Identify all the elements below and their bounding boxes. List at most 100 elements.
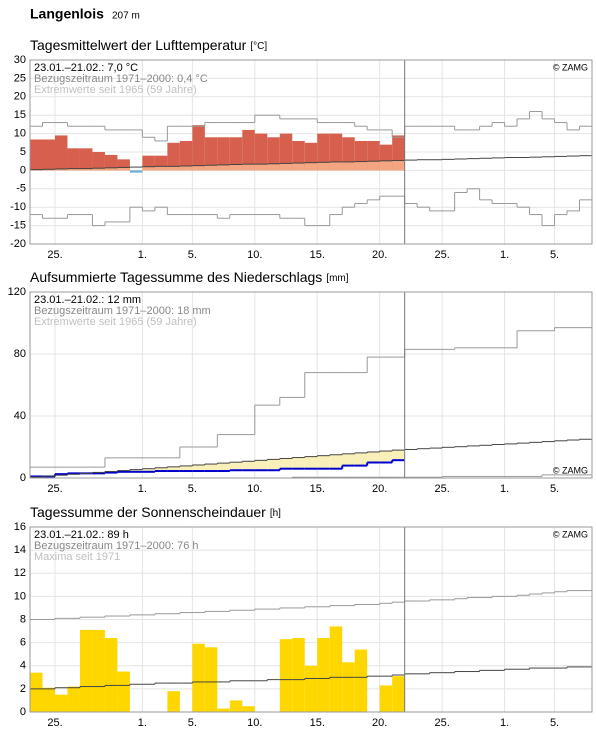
climate-bar bbox=[229, 164, 243, 171]
bar bbox=[30, 139, 43, 171]
y-tick-label: 16 bbox=[14, 521, 26, 533]
y-tick-label: 0 bbox=[20, 164, 26, 176]
bar bbox=[242, 706, 255, 712]
bar bbox=[92, 629, 105, 712]
deficit-area bbox=[354, 452, 368, 466]
chart-title-text: Tagessumme der Sonnenscheindauer bbox=[30, 504, 266, 520]
y-tick-label: -5 bbox=[16, 183, 26, 195]
deficit-area bbox=[142, 468, 155, 472]
climate-bar bbox=[179, 165, 193, 171]
deficit-area bbox=[204, 464, 218, 472]
bar bbox=[167, 142, 180, 171]
bar bbox=[42, 687, 55, 712]
y-tick-label: 25 bbox=[14, 72, 26, 84]
x-tick-label: 25. bbox=[47, 717, 62, 729]
x-tick-label: 5. bbox=[188, 717, 197, 729]
y-tick-label: 8 bbox=[20, 613, 26, 625]
x-tick-label: 10. bbox=[247, 249, 262, 261]
y-tick-label: -20 bbox=[10, 238, 26, 250]
bar bbox=[304, 665, 318, 712]
chart-title: Tagesmittelwert der Lufttemperatur [°C] bbox=[30, 37, 267, 53]
y-tick-label: 2 bbox=[20, 683, 26, 695]
annotation: 23.01.–21.02.: 89 h bbox=[34, 529, 129, 541]
climate-bar bbox=[192, 165, 205, 171]
y-tick-label: 10 bbox=[14, 590, 26, 602]
credit: © ZAMG bbox=[553, 465, 588, 475]
x-tick-label: 1. bbox=[500, 249, 509, 261]
x-tick-label: 20. bbox=[372, 717, 387, 729]
bar bbox=[54, 135, 68, 171]
credit: © ZAMG bbox=[553, 529, 588, 539]
chart-title-text: Aufsummierte Tagessumme des Niederschlag… bbox=[30, 269, 322, 285]
climate-bar bbox=[254, 164, 268, 171]
x-tick-label: 5. bbox=[188, 249, 197, 261]
x-tick-label: 15. bbox=[310, 483, 325, 495]
bar bbox=[329, 133, 343, 171]
bar bbox=[254, 133, 268, 171]
y-tick-label: 0 bbox=[20, 472, 26, 484]
plot-area bbox=[30, 292, 592, 478]
x-tick-label: 1. bbox=[500, 483, 509, 495]
deficit-area bbox=[192, 464, 205, 472]
climate-bar bbox=[329, 161, 343, 171]
bar bbox=[229, 137, 243, 171]
deficit-area bbox=[329, 454, 343, 469]
x-tick-label: 5. bbox=[188, 483, 197, 495]
x-tick-label: 1. bbox=[138, 249, 147, 261]
annotation: Bezugszeitraum 1971–2000: 0,4 °C bbox=[34, 73, 208, 85]
chart-unit: [h] bbox=[270, 508, 281, 519]
bar bbox=[279, 133, 293, 171]
y-tick-label: 4 bbox=[20, 660, 26, 672]
annotation: Bezugszeitraum 1971–2000: 18 mm bbox=[34, 305, 211, 317]
y-tick-label: 15 bbox=[14, 109, 26, 121]
bar bbox=[129, 170, 143, 173]
y-tick-label: -10 bbox=[10, 201, 26, 213]
bar bbox=[117, 671, 130, 712]
station-elevation: 207 m bbox=[112, 11, 140, 22]
bar bbox=[79, 629, 93, 712]
y-tick-label: 0 bbox=[20, 706, 26, 718]
climate-bar bbox=[342, 161, 355, 171]
plot-border bbox=[29, 291, 593, 479]
x-tick-label: 15. bbox=[310, 249, 325, 261]
x-tick-label: 1. bbox=[138, 717, 147, 729]
deficit-area bbox=[217, 463, 230, 472]
deficit-area bbox=[342, 453, 355, 466]
annotation: 23.01.–21.02.: 7,0 °C bbox=[34, 62, 138, 74]
climate-bar bbox=[292, 163, 305, 171]
bar bbox=[67, 686, 80, 712]
deficit-area bbox=[154, 467, 168, 472]
annotation: 23.01.–21.02.: 12 mm bbox=[34, 294, 141, 306]
bar bbox=[104, 154, 118, 171]
y-tick-label: 20 bbox=[14, 91, 26, 103]
bar bbox=[204, 647, 218, 712]
annotation: Extremwerte seit 1965 (59 Jahre) bbox=[34, 84, 197, 96]
y-tick-label: 80 bbox=[14, 348, 26, 360]
station-name: Langenlois bbox=[30, 6, 104, 22]
x-tick-label: 10. bbox=[247, 717, 262, 729]
climate-bar bbox=[104, 167, 118, 171]
bar bbox=[217, 137, 230, 171]
x-tick-label: 10. bbox=[247, 483, 262, 495]
x-tick-label: 1. bbox=[138, 483, 147, 495]
climate-bar bbox=[92, 168, 105, 171]
plot-border bbox=[29, 526, 593, 713]
climate-bar bbox=[117, 167, 130, 171]
y-tick-label: 30 bbox=[14, 54, 26, 66]
deficit-area bbox=[292, 457, 305, 469]
deficit-area bbox=[167, 466, 180, 472]
climate-bar bbox=[267, 163, 280, 171]
bar bbox=[329, 626, 343, 712]
chart-unit: [mm] bbox=[326, 273, 348, 284]
climate-bar bbox=[217, 164, 230, 171]
deficit-area bbox=[254, 460, 268, 471]
climate-bar bbox=[54, 168, 68, 171]
bar bbox=[379, 685, 393, 712]
plot-border bbox=[29, 59, 593, 245]
climate-bar bbox=[279, 163, 293, 171]
climate-bar bbox=[167, 166, 180, 171]
climate-bar bbox=[142, 166, 155, 171]
x-tick-label: 25. bbox=[434, 717, 449, 729]
climate-bar bbox=[154, 166, 168, 171]
